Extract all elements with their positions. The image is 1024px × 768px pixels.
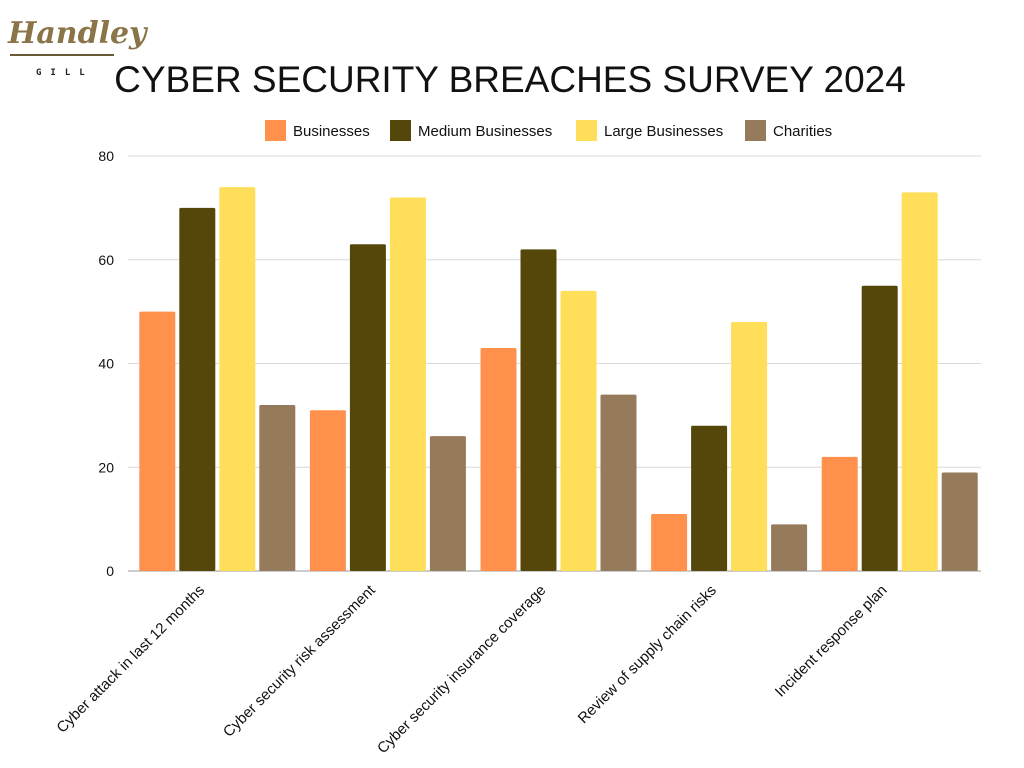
logo-underline [10,54,114,56]
legend-label-charities: Charities [773,123,832,140]
x-tick-label-4: Incident response plan [772,582,891,701]
bar-large-3 [731,322,768,571]
y-tick-label-60: 60 [98,252,114,268]
bar-charities-3 [771,524,808,571]
legend-label-businesses: Businesses [293,123,370,140]
legend-swatch-large [576,120,597,141]
y-tick-label-0: 0 [106,563,114,579]
bar-large-1 [389,197,426,571]
chart-bars [139,187,978,571]
bar-large-2 [560,290,597,571]
chart-title: CYBER SECURITY BREACHES SURVEY 2024 [114,59,906,100]
bar-medium-2 [520,249,557,571]
bar-large-4 [901,192,938,571]
legend-label-large: Large Businesses [604,123,723,140]
bar-charities-1 [429,436,466,571]
bar-businesses-4 [821,456,858,571]
x-tick-label-2: Cyber security insurance coverage [374,582,549,757]
bar-businesses-0 [139,311,176,571]
bar-medium-4 [861,285,898,571]
bar-businesses-3 [651,513,688,571]
bar-businesses-2 [480,347,517,571]
x-tick-label-0: Cyber attack in last 12 months [53,582,208,737]
legend-swatch-medium [390,120,411,141]
bar-medium-1 [349,244,386,571]
logo-subtext: GILL [36,68,94,78]
legend-label-medium: Medium Businesses [418,123,552,140]
chart-legend: Businesses Medium Businesses Large Busines… [265,120,832,141]
bar-businesses-1 [309,410,346,571]
logo-script-text: Handley [8,16,147,51]
bar-charities-0 [259,405,296,571]
bar-medium-0 [179,207,216,571]
bar-charities-4 [941,472,978,571]
bar-charities-2 [600,394,637,571]
y-tick-label-80: 80 [98,148,114,164]
bar-large-0 [219,187,256,571]
brand-logo: Handley GILL [6,14,147,84]
legend-swatch-businesses [265,120,286,141]
bar-medium-3 [691,425,728,571]
y-tick-label-40: 40 [98,356,114,372]
x-tick-label-1: Cyber security risk assessment [220,581,379,740]
legend-swatch-charities [745,120,766,141]
x-tick-label-3: Review of supply chain risks [575,582,720,727]
x-axis-labels: Cyber attack in last 12 months Cyber secu… [53,581,890,757]
y-tick-label-20: 20 [98,459,114,475]
